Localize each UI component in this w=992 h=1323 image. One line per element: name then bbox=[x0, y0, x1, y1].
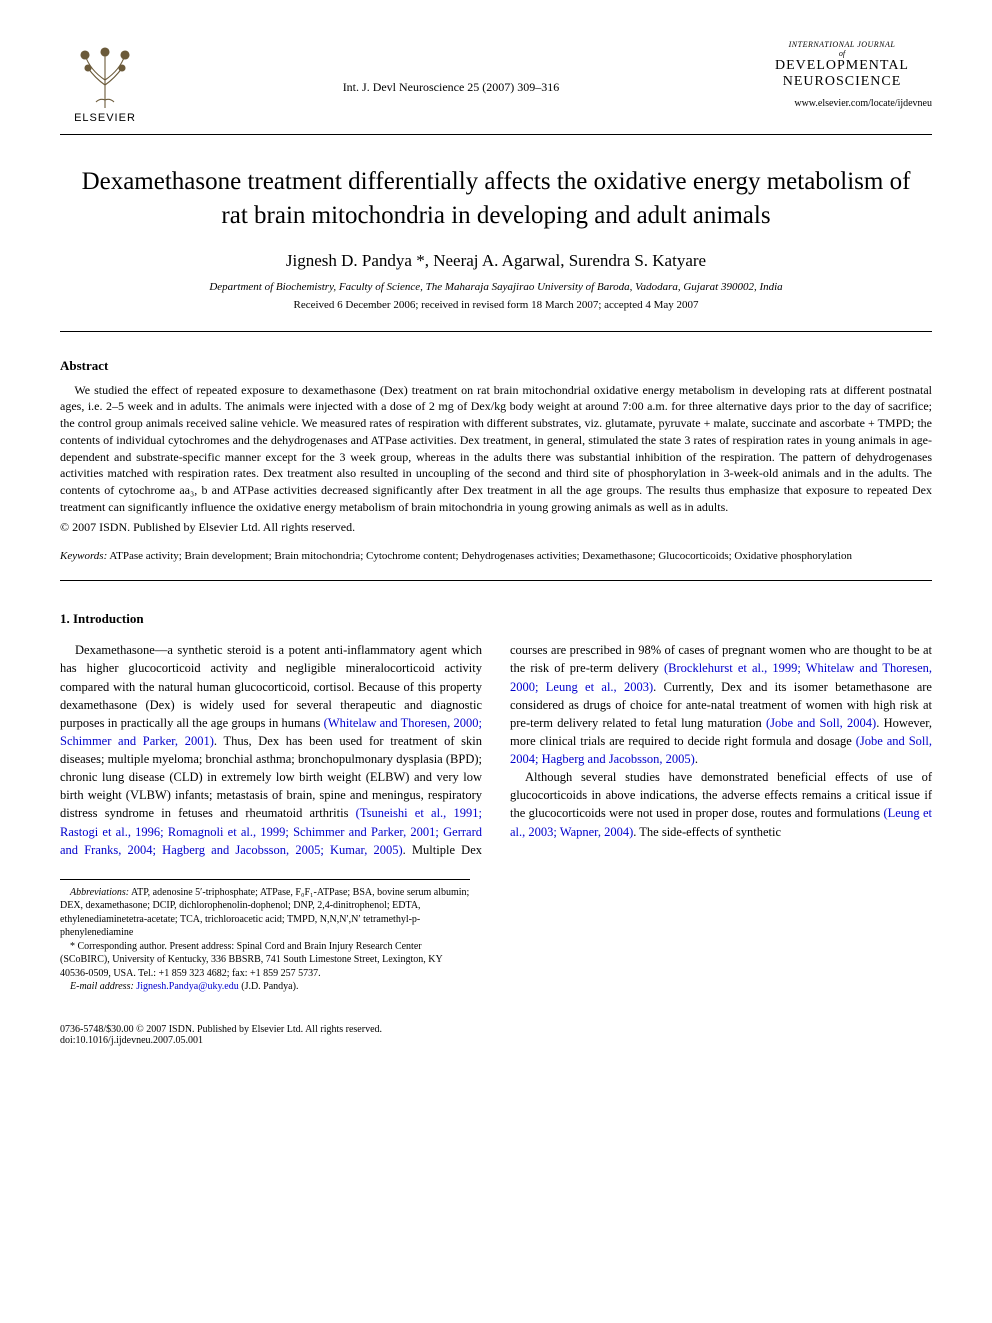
journal-url: www.elsevier.com/locate/ijdevneu bbox=[752, 98, 932, 109]
elsevier-tree-icon bbox=[70, 40, 140, 110]
journal-line2: of bbox=[752, 49, 932, 58]
abstract-copyright: © 2007 ISDN. Published by Elsevier Ltd. … bbox=[60, 520, 932, 535]
abbrev-label: Abbreviations: bbox=[70, 887, 129, 898]
abstract-paragraph: We studied the effect of repeated exposu… bbox=[60, 382, 932, 516]
corr-label: * Corresponding author. bbox=[70, 941, 167, 952]
journal-reference: Int. J. Devl Neuroscience 25 (2007) 309–… bbox=[150, 40, 752, 95]
page-header: ELSEVIER Int. J. Devl Neuroscience 25 (2… bbox=[60, 40, 932, 124]
abstract-block: Abstract We studied the effect of repeat… bbox=[60, 358, 932, 535]
intro-p2-b: . The side-effects of synthetic bbox=[633, 825, 781, 839]
title-rule bbox=[60, 331, 932, 332]
intro-para-2: Although several studies have demonstrat… bbox=[510, 768, 932, 841]
page-footer: 0736-5748/$30.00 © 2007 ISDN. Published … bbox=[60, 1024, 932, 1046]
email-line: E-mail address: Jignesh.Pandya@uky.edu (… bbox=[60, 980, 470, 994]
abbreviations: Abbreviations: ATP, adenosine 5′-triphos… bbox=[60, 886, 470, 940]
affiliation: Department of Biochemistry, Faculty of S… bbox=[60, 281, 932, 293]
footer-doi: doi:10.1016/j.ijdevneu.2007.05.001 bbox=[60, 1035, 382, 1046]
email-label: E-mail address: bbox=[70, 981, 134, 992]
intro-p2-a: Although several studies have demonstrat… bbox=[510, 770, 932, 820]
email-suffix: (J.D. Pandya). bbox=[239, 981, 299, 992]
journal-line3: DEVELOPMENTAL bbox=[752, 58, 932, 74]
journal-line4: NEUROSCIENCE bbox=[752, 74, 932, 90]
abstract-rule bbox=[60, 580, 932, 581]
journal-line1: INTERNATIONAL JOURNAL bbox=[752, 40, 932, 49]
publisher-logo: ELSEVIER bbox=[60, 40, 150, 124]
abstract-heading: Abstract bbox=[60, 358, 932, 374]
keywords-label: Keywords: bbox=[60, 550, 107, 562]
intro-p1-f: . bbox=[695, 752, 698, 766]
footnotes-block: Abbreviations: ATP, adenosine 5′-triphos… bbox=[60, 879, 470, 994]
article-dates: Received 6 December 2006; received in re… bbox=[60, 299, 932, 311]
keywords-text: ATPase activity; Brain development; Brai… bbox=[107, 550, 852, 562]
footer-left: 0736-5748/$30.00 © 2007 ISDN. Published … bbox=[60, 1024, 382, 1046]
corresponding-author: * Corresponding author. Present address:… bbox=[60, 940, 470, 981]
article-title: Dexamethasone treatment differentially a… bbox=[80, 165, 912, 233]
section-1-heading: 1. Introduction bbox=[60, 611, 932, 627]
email-address[interactable]: Jignesh.Pandya@uky.edu bbox=[134, 981, 239, 992]
cite-jobe-1[interactable]: (Jobe and Soll, 2004) bbox=[766, 716, 876, 730]
authors: Jignesh D. Pandya *, Neeraj A. Agarwal, … bbox=[60, 251, 932, 271]
abstract-text: We studied the effect of repeated exposu… bbox=[60, 382, 932, 516]
journal-title-box: INTERNATIONAL JOURNAL of DEVELOPMENTAL N… bbox=[752, 40, 932, 109]
publisher-name: ELSEVIER bbox=[74, 112, 136, 124]
keywords-block: Keywords: ATPase activity; Brain develop… bbox=[60, 549, 932, 564]
body-columns-wrap: 1. Introduction Dexamethasone—a syntheti… bbox=[60, 611, 932, 994]
body-two-column: Dexamethasone—a synthetic steroid is a p… bbox=[60, 641, 932, 859]
header-rule bbox=[60, 134, 932, 135]
footer-issn: 0736-5748/$30.00 © 2007 ISDN. Published … bbox=[60, 1024, 382, 1035]
